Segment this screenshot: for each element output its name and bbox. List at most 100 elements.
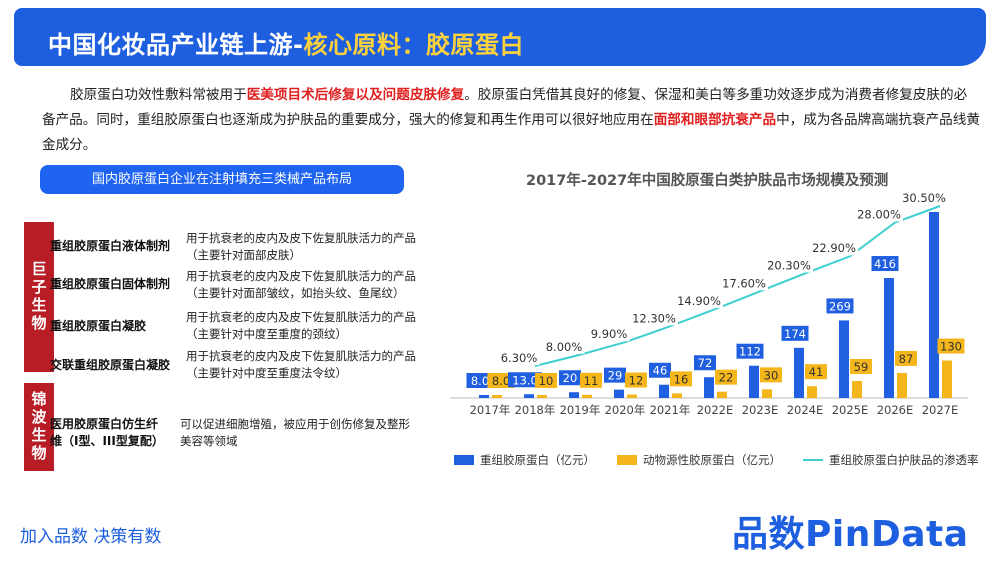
bar-animal (627, 394, 637, 398)
data-label-animal: 16 (674, 372, 689, 386)
x-tick-label: 2024E (787, 403, 824, 417)
data-label-recombinant-bg (559, 370, 581, 386)
data-label-animal: 59 (854, 360, 869, 374)
product-name: 医用胶原蛋白仿生纤 维（I型、III型复配） (50, 417, 164, 448)
market-size-chart: 2017年 8.0 8.0 2018年 13.0 10 2019年 20 11 2020年 29 12… (450, 190, 968, 417)
data-label-animal-bg (715, 369, 737, 385)
data-label-recombinant: 29 (608, 369, 623, 383)
data-label-animal-bg (850, 358, 872, 374)
data-label-recombinant-bg (649, 362, 671, 378)
bar-animal (672, 393, 682, 398)
intro-emphasis-1: 医美项目术后修复 (246, 87, 356, 103)
legend-item-recombinant: 重组胶原蛋白（亿元） (454, 452, 595, 468)
data-label-animal: 22 (719, 371, 734, 385)
pindata-logo: 品数PinData (732, 514, 969, 555)
data-label-penetration-bg (900, 190, 948, 205)
data-label-animal-bg (670, 371, 692, 387)
data-label-animal: 130 (940, 340, 962, 354)
data-label-recombinant: 174 (784, 327, 806, 341)
x-tick-label: 2020年 (605, 403, 646, 417)
bar-recombinant (749, 365, 759, 398)
data-label-recombinant: 46 (653, 364, 668, 378)
bar-recombinant (479, 395, 489, 398)
bar-recombinant (839, 320, 849, 398)
layout-panel-title: 国内胶原蛋白企业在注射填充三类械产品布局 (40, 165, 404, 194)
data-label-penetration-bg (498, 350, 540, 365)
category-label-jinbo: 锦波生物 (24, 383, 54, 471)
penetration-line (534, 205, 941, 367)
data-label-animal-bg (937, 338, 965, 354)
data-label-recombinant-bg (604, 367, 626, 383)
data-label-animal-bg (895, 350, 917, 366)
data-label-animal-bg (805, 364, 827, 380)
data-label-recombinant: 416 (874, 257, 896, 271)
data-label-penetration: 9.90% (591, 327, 628, 341)
data-label-animal: 11 (584, 374, 599, 388)
data-label-recombinant-bg (508, 372, 542, 388)
intro-text-3: 中，成为各品牌高端抗衰产品线黄金成分。 (42, 112, 980, 153)
product-desc: 可以促进细胞增殖，被应用于创伤修复及整形 美容等领域 (180, 417, 410, 448)
data-label-penetration: 14.90% (677, 294, 721, 308)
bar-recombinant (794, 347, 804, 398)
bar-animal (807, 386, 817, 398)
data-label-recombinant: 112 (739, 345, 761, 359)
product-name: 交联重组胶原蛋白凝胶 (50, 358, 171, 372)
bar-recombinant (929, 212, 939, 398)
data-label-penetration: 8.00% (546, 340, 583, 354)
bar-animal (762, 389, 772, 398)
product-name: 重组胶原蛋白液体制剂 (50, 239, 171, 253)
intro-text-2: 。胶原蛋白凭借其良好的修复、保湿和美白等多重功效逐步成为消费者修复皮肤的必备产品… (42, 87, 968, 128)
data-label-animal-bg (487, 373, 515, 388)
bar-animal (897, 372, 907, 398)
data-label-penetration-bg (855, 206, 903, 222)
product-desc: 用于抗衰老的皮内及皮下佐复肌肤活力的产品 （主要针对面部皮肤） (186, 231, 416, 262)
category-label-juzi: 巨子生物 (24, 222, 54, 372)
data-label-penetration: 12.30% (632, 311, 676, 325)
title-highlight: 核心原料：胶原蛋白 (303, 31, 524, 59)
bar-recombinant (659, 384, 669, 398)
data-label-recombinant-bg (826, 298, 854, 314)
data-label-penetration-bg (630, 310, 678, 326)
data-label-animal-bg (625, 372, 647, 388)
bar-recombinant (569, 392, 579, 398)
bar-recombinant (704, 377, 714, 398)
data-label-penetration: 30.50% (902, 191, 946, 205)
legend-swatch (454, 455, 474, 465)
x-tick-label: 2026E (877, 403, 914, 417)
legend-swatch (803, 459, 823, 461)
page-title: 中国化妆品产业链上游-核心原料：胶原蛋白 (48, 25, 524, 60)
intro-emphasis-4: 面部和眼部抗衰产品 (653, 112, 777, 128)
data-label-animal: 8.0 (492, 374, 510, 388)
legend-item-penetration: 重组胶原蛋白护肤品的渗透率 (803, 452, 979, 468)
product-desc: 用于抗衰老的皮内及皮下佐复肌肤活力的产品 （主要针对中度至重度的颈纹） (186, 310, 416, 341)
bar-animal (537, 395, 547, 398)
data-label-animal: 30 (764, 368, 779, 382)
product-desc: 用于抗衰老的皮内及皮下佐复肌肤活力的产品 （主要针对中度至重度法令纹） (186, 349, 416, 380)
bar-animal (942, 360, 952, 398)
x-tick-label: 2025E (832, 403, 869, 417)
data-label-recombinant: 269 (829, 299, 851, 313)
data-label-recombinant-bg (736, 343, 764, 359)
data-label-recombinant: 13.0 (512, 373, 538, 387)
data-label-animal: 87 (899, 352, 914, 366)
data-label-animal: 12 (629, 374, 644, 388)
data-label-penetration: 20.30% (767, 258, 811, 272)
chart-title: 2017年-2027年中国胶原蛋白类护肤品市场规模及预测 (526, 173, 889, 189)
x-tick-label: 2018年 (515, 403, 556, 417)
data-label-recombinant: 8.0 (471, 374, 489, 388)
data-label-penetration: 6.30% (501, 351, 538, 365)
bar-animal (852, 380, 862, 398)
intro-emphasis-2: 以 (355, 87, 370, 103)
bar-recombinant (524, 394, 534, 398)
data-label-recombinant-bg (694, 355, 716, 371)
data-label-penetration-bg (543, 338, 585, 354)
data-label-recombinant-bg (781, 325, 809, 341)
bar-recombinant (884, 278, 894, 398)
footer-slogan: 加入品数 决策有数 (20, 527, 162, 547)
bar-animal (717, 391, 727, 398)
data-label-penetration-bg (765, 257, 813, 273)
data-label-recombinant: 20 (563, 371, 578, 385)
x-tick-label: 2019年 (560, 403, 601, 417)
bar-animal (492, 395, 502, 398)
data-label-animal-bg (535, 373, 557, 388)
